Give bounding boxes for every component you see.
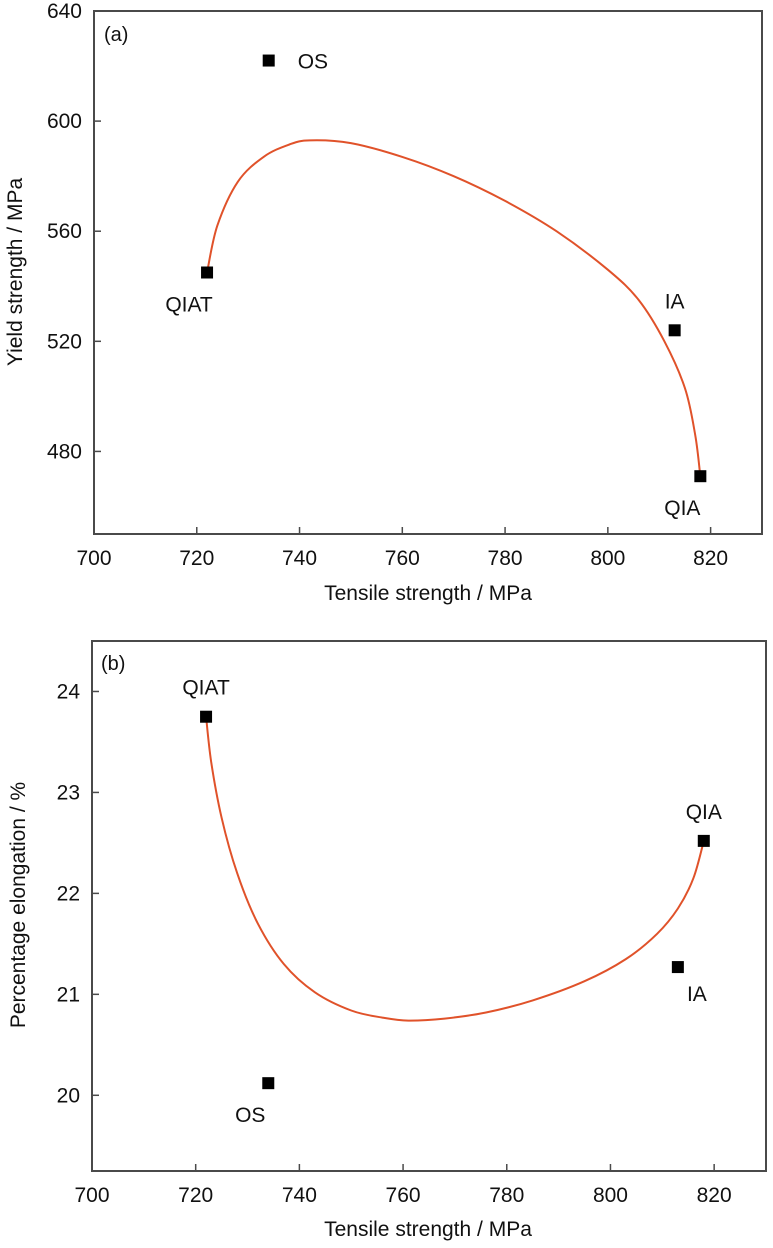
y-tick-label: 640 (47, 0, 82, 23)
x-tick-label: 720 (179, 547, 214, 570)
y-tick-label: 480 (47, 440, 82, 463)
y-tick-label: 20 (57, 1084, 80, 1107)
y-axis-label-a: Yield strength / MPa (4, 178, 27, 367)
x-tick-label: 800 (593, 1184, 628, 1207)
x-tick-label: 740 (282, 1184, 317, 1207)
panel-label-a: (a) (104, 24, 128, 46)
x-tick-label: 820 (697, 1184, 732, 1207)
data-point-os (262, 1077, 275, 1090)
x-tick-label: 780 (488, 547, 523, 570)
point-label-ia: IA (687, 983, 707, 1006)
x-tick-label: 760 (385, 547, 420, 570)
point-label-qia: QIA (664, 497, 700, 520)
data-point-qiat (201, 266, 214, 279)
x-tick-label: 700 (74, 1184, 109, 1207)
y-tick-label: 22 (57, 882, 80, 905)
y-tick-label: 23 (57, 781, 80, 804)
x-tick-label: 780 (489, 1184, 524, 1207)
point-label-qia: QIA (686, 801, 722, 824)
data-points-a: OS QIAT IA QIA (165, 51, 707, 520)
x-axis-ticks-b: 700 720 740 760 780 800 820 (74, 1164, 732, 1207)
x-axis-ticks-a: 700 720 740 760 780 800 820 (76, 527, 728, 570)
data-point-qia (697, 834, 710, 847)
data-point-qia (694, 470, 707, 483)
y-axis-ticks-a: 480 520 560 600 640 (47, 0, 101, 463)
y-axis-ticks-b: 20 21 22 23 24 (57, 680, 99, 1107)
plot-frame-b (91, 640, 767, 1172)
y-tick-label: 560 (47, 220, 82, 243)
trend-curve-b (205, 716, 705, 1022)
plot-frame-a (93, 10, 763, 535)
x-tick-label: 720 (178, 1184, 213, 1207)
y-axis-label-b: Percentage elongation / % (7, 782, 30, 1028)
x-tick-label: 700 (76, 547, 111, 570)
x-tick-label: 760 (386, 1184, 421, 1207)
point-label-os: OS (235, 1104, 265, 1127)
y-tick-label: 520 (47, 330, 82, 353)
data-point-os (262, 54, 275, 67)
y-tick-label: 21 (57, 983, 80, 1006)
point-label-qiat: QIAT (182, 677, 230, 700)
x-tick-label: 820 (693, 547, 728, 570)
point-label-qiat: QIAT (165, 294, 213, 317)
data-point-ia (671, 961, 684, 974)
trend-curve-a (206, 139, 702, 477)
x-axis-label-b: Tensile strength / MPa (324, 1218, 532, 1241)
x-axis-label-a: Tensile strength / MPa (324, 582, 532, 605)
data-points-b: QIAT QIA IA OS (182, 677, 722, 1127)
point-label-os: OS (298, 51, 328, 74)
y-tick-label: 600 (47, 110, 82, 133)
chart-panel-a: (a) 700 720 740 760 780 800 820 480 520 560 600 64… (4, 0, 763, 605)
x-tick-label: 740 (282, 547, 317, 570)
point-label-ia: IA (665, 290, 685, 313)
chart-panel-b: (b) 700 720 740 760 780 800 820 20 21 22 23 24 Ten… (7, 640, 767, 1241)
y-tick-label: 24 (57, 680, 81, 703)
data-point-qiat (200, 710, 213, 723)
panel-label-b: (b) (101, 653, 125, 675)
data-point-ia (668, 324, 681, 337)
x-tick-label: 800 (590, 547, 625, 570)
